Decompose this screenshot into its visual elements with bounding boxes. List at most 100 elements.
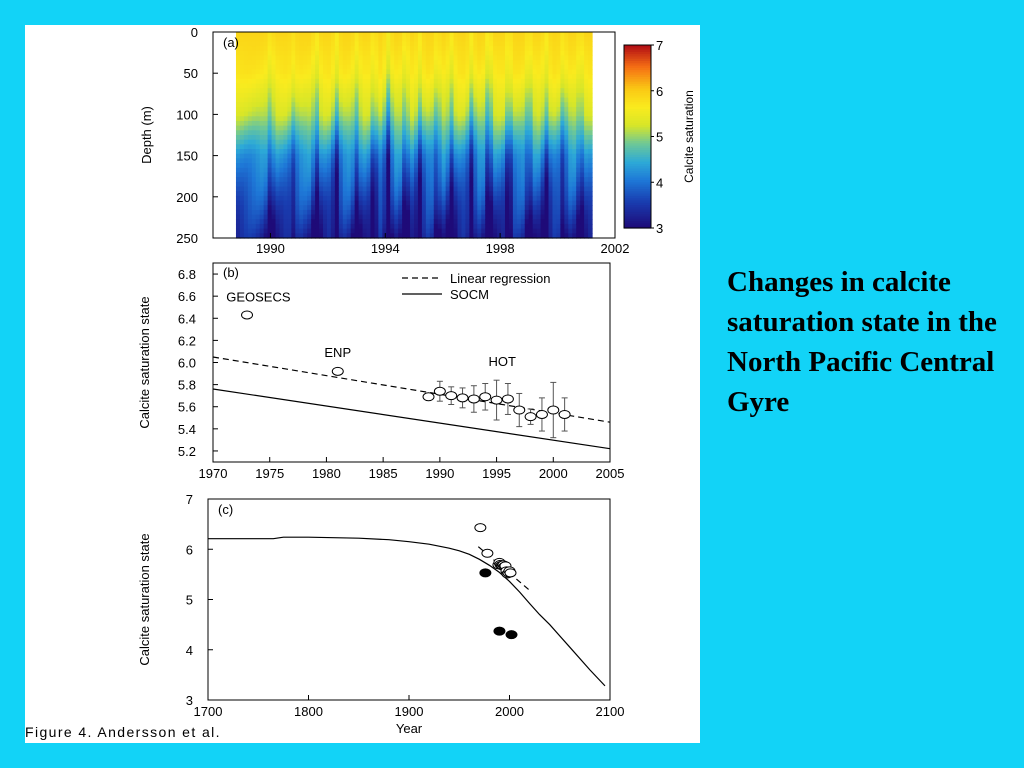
heatmap-cell bbox=[489, 163, 494, 169]
heatmap-cell bbox=[508, 97, 514, 103]
heatmap-cell bbox=[410, 60, 415, 66]
heatmap-cell bbox=[568, 74, 573, 80]
heatmap-cell bbox=[307, 153, 312, 160]
heatmap-cell bbox=[291, 135, 296, 141]
heatmap-cell bbox=[358, 120, 364, 127]
heatmap-cell bbox=[366, 106, 372, 113]
heatmap-cell bbox=[453, 102, 459, 108]
heatmap-cell bbox=[255, 158, 261, 164]
heatmap-cell bbox=[445, 195, 451, 202]
heatmap-cell bbox=[319, 214, 324, 220]
heatmap-cell bbox=[319, 69, 324, 75]
heatmap-cell bbox=[247, 228, 253, 234]
heatmap-cell bbox=[267, 209, 273, 216]
heatmap-cell bbox=[441, 102, 447, 108]
heatmap-cell bbox=[374, 32, 379, 38]
heatmap-cell bbox=[584, 205, 589, 211]
heatmap-cell bbox=[584, 223, 589, 230]
heatmap-cell bbox=[338, 102, 344, 108]
heatmap-cell bbox=[382, 60, 387, 66]
heatmap-cell bbox=[334, 233, 340, 239]
heatmap-cell bbox=[417, 78, 423, 85]
heatmap-cell bbox=[417, 69, 423, 75]
heatmap-cell bbox=[362, 200, 368, 206]
heatmap-cell bbox=[532, 92, 538, 99]
heatmap-cell bbox=[469, 219, 474, 225]
heatmap-cell bbox=[520, 46, 526, 52]
heatmap-cell bbox=[477, 111, 482, 117]
heatmap-cell bbox=[497, 153, 502, 160]
heatmap-cell bbox=[425, 120, 431, 127]
heatmap-cell bbox=[516, 74, 522, 80]
heatmap-cell bbox=[243, 149, 249, 155]
heatmap-cell bbox=[512, 135, 518, 141]
heatmap-cell bbox=[473, 223, 478, 230]
heatmap-cell bbox=[334, 195, 340, 202]
heatmap-cell bbox=[291, 209, 296, 216]
heatmap-cell bbox=[307, 191, 312, 197]
heatmap-cell bbox=[493, 116, 498, 122]
heatmap-cell bbox=[445, 163, 451, 169]
heatmap-cell bbox=[417, 153, 423, 160]
heatmap-cell bbox=[548, 177, 554, 183]
heatmap-cell bbox=[315, 228, 320, 234]
heatmap-cell bbox=[548, 219, 554, 225]
heatmap-cell bbox=[481, 205, 486, 211]
heatmap-cell bbox=[279, 36, 285, 42]
heatmap-cell bbox=[461, 130, 467, 136]
heatmap-cell bbox=[520, 163, 526, 169]
heatmap-cell bbox=[271, 139, 277, 145]
heatmap-cell bbox=[414, 195, 419, 202]
heatmap-cell bbox=[378, 191, 383, 197]
heatmap-cell bbox=[477, 88, 482, 94]
heatmap-cell bbox=[267, 116, 273, 122]
heatmap-cell bbox=[536, 41, 542, 47]
heatmap-cell bbox=[425, 60, 431, 66]
heatmap-cell bbox=[414, 186, 419, 192]
heatmap-cell bbox=[330, 200, 336, 206]
heatmap-cell bbox=[299, 32, 304, 38]
heatmap-cell bbox=[330, 55, 336, 61]
heatmap-cell bbox=[255, 78, 261, 85]
heatmap-cell bbox=[584, 120, 589, 127]
heatmap-cell bbox=[584, 181, 589, 188]
heatmap-cell bbox=[580, 233, 585, 239]
heatmap-cell bbox=[417, 106, 423, 113]
heatmap-cell bbox=[271, 97, 277, 103]
heatmap-cell bbox=[275, 191, 281, 197]
heatmap-cell bbox=[465, 209, 470, 216]
heatmap-cell bbox=[366, 92, 372, 99]
heatmap-cell bbox=[425, 36, 431, 42]
heatmap-cell bbox=[370, 36, 376, 42]
heatmap-cell bbox=[584, 172, 589, 178]
heatmap-cell bbox=[255, 41, 261, 47]
heatmap-cell bbox=[516, 158, 522, 164]
heatmap-cell bbox=[334, 167, 340, 174]
heatmap-cell bbox=[275, 125, 281, 131]
heatmap-cell bbox=[319, 32, 324, 38]
heatmap-cell bbox=[342, 74, 348, 80]
heatmap-cell bbox=[473, 78, 478, 85]
heatmap-cell bbox=[346, 209, 352, 216]
heatmap-cell bbox=[303, 228, 308, 234]
heatmap-cell bbox=[421, 228, 427, 234]
heatmap-cell bbox=[370, 200, 376, 206]
heatmap-cell bbox=[287, 139, 292, 145]
heatmap-cell bbox=[437, 177, 443, 183]
heatmap-cell bbox=[457, 153, 463, 160]
heatmap-cell bbox=[259, 163, 265, 169]
heatmap-cell bbox=[564, 233, 569, 239]
heatmap-cell bbox=[398, 111, 403, 117]
heatmap-cell bbox=[370, 135, 376, 141]
heatmap-cell bbox=[326, 64, 332, 71]
heatmap-cell bbox=[493, 111, 498, 117]
heatmap-cell bbox=[235, 153, 241, 160]
heatmap-cell bbox=[354, 64, 360, 71]
heatmap-cell bbox=[247, 139, 253, 145]
heatmap-cell bbox=[279, 97, 285, 103]
heatmap-cell bbox=[552, 64, 558, 71]
panel-c-ytick-label: 4 bbox=[186, 643, 193, 658]
heatmap-cell bbox=[544, 50, 550, 57]
heatmap-cell bbox=[461, 172, 467, 178]
heatmap-cell bbox=[465, 50, 470, 57]
